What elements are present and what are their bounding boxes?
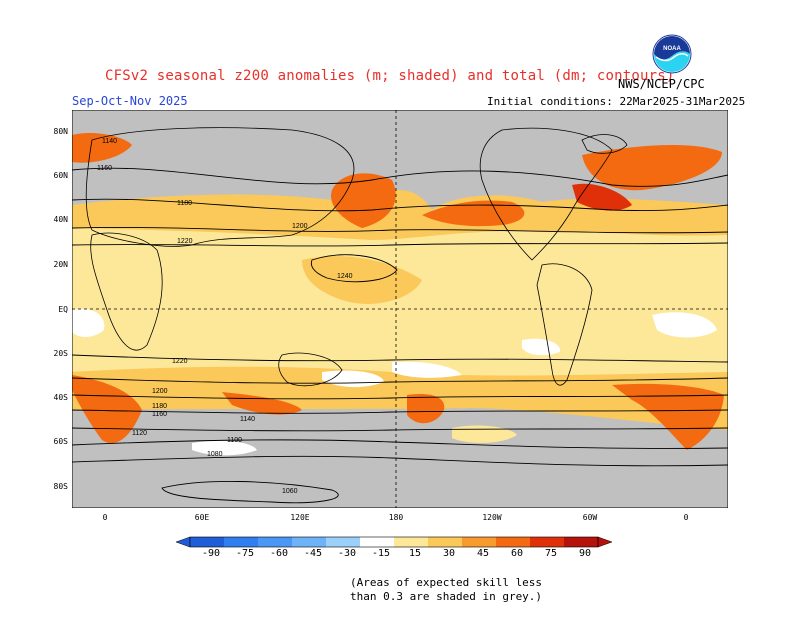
contour-label: 1220 xyxy=(172,358,188,365)
contour-labels: 1140 1160 1180 1200 1220 1240 1220 1200 … xyxy=(97,138,353,495)
colorbar-value: -60 xyxy=(269,548,289,559)
lat-label: 60N xyxy=(53,171,68,180)
color-bar xyxy=(176,536,613,548)
colorbar-value: -90 xyxy=(201,548,221,559)
lon-label: 60E xyxy=(194,513,210,522)
agency-label: NWS/NCEP/CPC xyxy=(618,77,705,91)
colorbar-value: -30 xyxy=(337,548,357,559)
contour-label: 1100 xyxy=(227,437,242,444)
lon-label: 120E xyxy=(290,513,310,522)
lon-label: 120W xyxy=(482,513,502,522)
contour-label: 1180 xyxy=(177,200,192,207)
lat-label: 20N xyxy=(53,260,68,269)
lat-label: 40N xyxy=(53,215,68,224)
contour-label: 1200 xyxy=(152,388,168,395)
lon-label: 180 xyxy=(388,513,404,522)
lon-label: 0 xyxy=(683,513,689,522)
colorbar-value: 60 xyxy=(510,548,524,559)
contour-label: 1160 xyxy=(97,165,112,172)
contour-label: 1140 xyxy=(240,416,255,423)
lat-label: 40S xyxy=(53,393,68,402)
svg-text:NOAA: NOAA xyxy=(663,46,681,52)
anomaly-band-nh xyxy=(72,190,728,240)
anomaly-high-greenland xyxy=(572,183,632,211)
anomaly-map: 1140 1160 1180 1200 1220 1240 1220 1200 … xyxy=(72,110,728,508)
chart-title: CFSv2 seasonal z200 anomalies (m; shaded… xyxy=(105,68,675,84)
skill-note-line2: than 0.3 are shaded in grey.) xyxy=(350,590,543,603)
colorbar-value: 90 xyxy=(578,548,592,559)
lat-label: 20S xyxy=(53,349,68,358)
contour-label: 1220 xyxy=(177,238,193,245)
noaa-logo-icon: NOAA xyxy=(652,34,692,74)
contour-label: 1080 xyxy=(207,451,223,458)
contour-label: 1120 xyxy=(132,430,147,437)
lon-label: 0 xyxy=(102,513,108,522)
lat-label: 80S xyxy=(53,482,68,491)
colorbar-value: -15 xyxy=(371,548,391,559)
colorbar-value: 45 xyxy=(476,548,490,559)
contour-label: 1200 xyxy=(292,223,308,230)
initial-conditions-label: Initial conditions: 22Mar2025-31Mar2025 xyxy=(487,95,746,108)
height-contours xyxy=(72,167,728,504)
season-label: Sep-Oct-Nov 2025 xyxy=(72,94,188,108)
contour-label: 1060 xyxy=(282,488,298,495)
contour-label: 1160 xyxy=(152,411,167,418)
skill-note-line1: (Areas of expected skill less xyxy=(350,576,543,589)
anomaly-high-pacific xyxy=(331,173,396,228)
contour-label: 1240 xyxy=(337,273,353,280)
contour-label: 1140 xyxy=(102,138,117,145)
coastlines xyxy=(85,127,628,387)
lat-label: EQ xyxy=(58,305,68,314)
contour-label: 1180 xyxy=(152,403,167,410)
colorbar-value: -45 xyxy=(303,548,323,559)
colorbar-value: 15 xyxy=(408,548,422,559)
colorbar-value: 30 xyxy=(442,548,456,559)
lat-label: 60S xyxy=(53,437,68,446)
lat-label: 80N xyxy=(53,127,68,136)
colorbar-value: -75 xyxy=(235,548,255,559)
lon-label: 60W xyxy=(582,513,598,522)
skill-note: (Areas of expected skill less than 0.3 a… xyxy=(350,576,542,604)
colorbar-value: 75 xyxy=(544,548,558,559)
